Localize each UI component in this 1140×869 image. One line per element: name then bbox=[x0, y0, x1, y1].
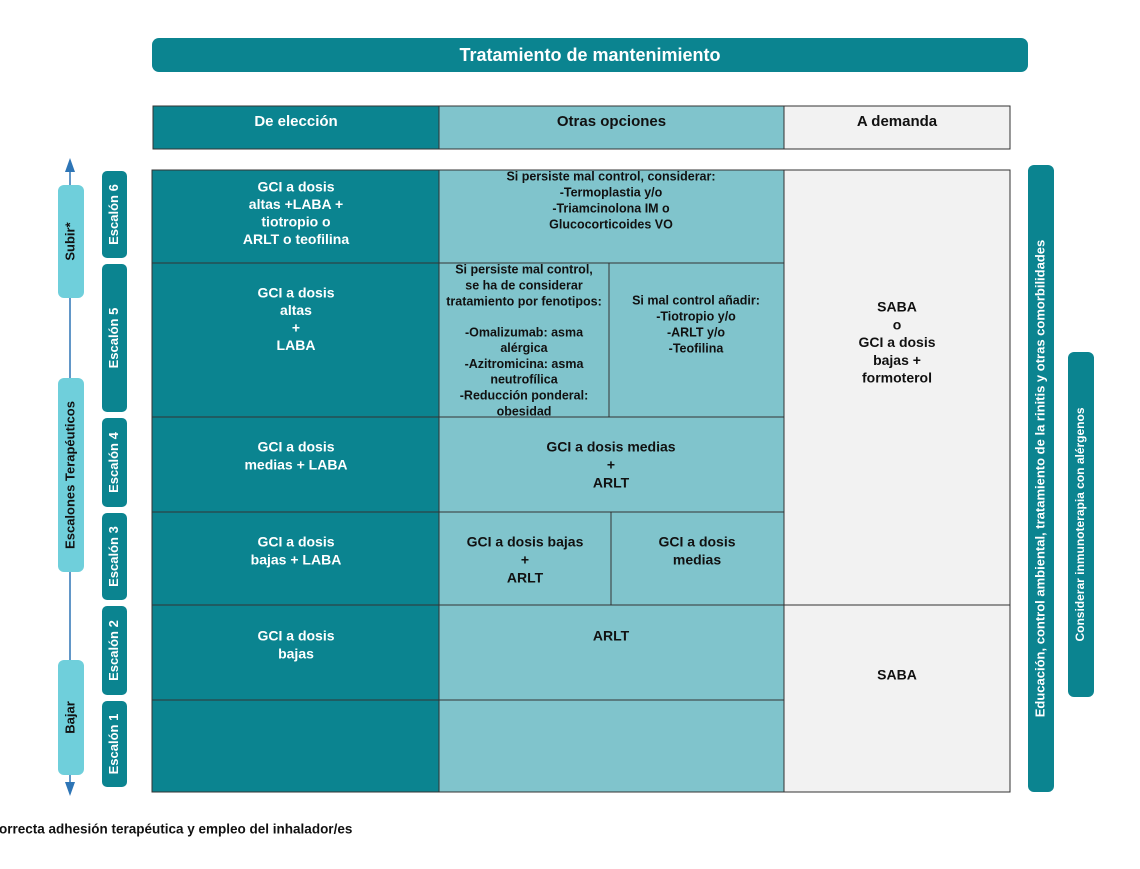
cell-text: ARLT bbox=[593, 475, 630, 491]
header-label: Otras opciones bbox=[557, 113, 666, 130]
cell bbox=[438, 511, 612, 606]
step-label: Escalón 6 bbox=[106, 184, 121, 245]
footnote: *Tras confirmar la correcta adhesión ter… bbox=[0, 822, 352, 837]
cell-text: -Omalizumab: asma bbox=[465, 325, 584, 339]
cell bbox=[438, 262, 610, 418]
cell bbox=[151, 169, 440, 264]
cell-text: -Azitromicina: asma bbox=[465, 357, 585, 371]
cell bbox=[438, 169, 785, 264]
cell-text: -Tiotropio y/o bbox=[656, 309, 736, 323]
cell bbox=[438, 604, 785, 701]
cell bbox=[783, 604, 1011, 793]
cell-text: -Termoplastia y/o bbox=[560, 185, 663, 199]
arrow-up bbox=[65, 158, 75, 172]
cell-text: tratamiento por fenotipos: bbox=[446, 294, 602, 308]
side-pill bbox=[1068, 352, 1094, 697]
side-label: Subir* bbox=[62, 221, 77, 260]
side-right-label: Considerar inmunoterapia con alérgenos bbox=[1073, 407, 1087, 641]
content: De elección Otras opciones A demanda GCI a … bbox=[0, 105, 1094, 837]
cell-text: alérgica bbox=[500, 341, 548, 355]
cell bbox=[151, 604, 440, 701]
cell bbox=[608, 262, 785, 418]
cell-text: + bbox=[607, 457, 615, 473]
cell-text: formoterol bbox=[862, 370, 932, 386]
step-pill bbox=[102, 171, 127, 258]
step-pill bbox=[102, 418, 127, 507]
cell-text: GCI a dosis bbox=[257, 179, 334, 195]
header-cell bbox=[438, 105, 785, 150]
cell-text: + bbox=[521, 552, 529, 568]
cell-text: GCI a dosis medias bbox=[546, 439, 675, 455]
cell bbox=[438, 416, 785, 513]
header-cell bbox=[152, 105, 440, 150]
cell bbox=[151, 416, 440, 513]
arrow-down bbox=[65, 782, 75, 796]
side-right-label: Educación, control ambiental, tratamient… bbox=[1032, 240, 1047, 718]
step-label: Escalón 4 bbox=[106, 431, 121, 492]
side-pill bbox=[58, 185, 84, 298]
cell-text: SABA bbox=[877, 667, 917, 683]
cell-text: GCI a dosis bbox=[858, 334, 935, 350]
cell-text: LABA bbox=[277, 337, 316, 353]
cell-text: bajas bbox=[278, 646, 314, 662]
step-label: Escalón 5 bbox=[106, 308, 121, 369]
cell-text: Si persiste mal control, bbox=[455, 262, 593, 276]
cell bbox=[151, 262, 440, 418]
side-pill bbox=[1028, 165, 1054, 792]
cell-text: -Triamcinolona IM o bbox=[552, 201, 670, 215]
cell-text: ARLT o teofilina bbox=[243, 231, 349, 247]
title-bar bbox=[152, 38, 1028, 72]
step-pill bbox=[102, 264, 127, 412]
cell-text: ARLT bbox=[507, 570, 544, 586]
step-label: Escalón 3 bbox=[106, 526, 121, 587]
cell-text: GCI a dosis bbox=[257, 285, 334, 301]
step-pill bbox=[102, 606, 127, 695]
step-pill bbox=[102, 513, 127, 600]
cell-text: ARLT bbox=[593, 628, 630, 644]
cell-text: GCI a dosis bajas bbox=[467, 534, 584, 550]
cell-text: se ha de considerar bbox=[465, 278, 583, 292]
step-label: Escalón 2 bbox=[106, 620, 121, 681]
cell bbox=[783, 169, 1011, 606]
header-cell bbox=[783, 105, 1011, 150]
cell-text: + bbox=[292, 320, 300, 336]
cell-text: medias + LABA bbox=[244, 457, 347, 473]
cell-text: Glucocorticoides VO bbox=[549, 217, 673, 231]
cell-text: obesidad bbox=[497, 404, 552, 418]
cell-text: -Reducción ponderal: bbox=[460, 388, 588, 402]
cell-text: GCI a dosis bbox=[257, 534, 334, 550]
step-pill bbox=[102, 701, 127, 787]
cell-text: o bbox=[893, 316, 902, 332]
cell-text: bajas + bbox=[873, 352, 921, 368]
cell-text: bajas + LABA bbox=[251, 552, 342, 568]
step-label: Escalón 1 bbox=[106, 714, 121, 775]
cell bbox=[438, 699, 785, 793]
cell-text: SABA bbox=[877, 299, 917, 315]
cell-text: Si mal control añadir: bbox=[632, 293, 760, 307]
cell-text: altas +LABA + bbox=[249, 196, 343, 212]
side-pill bbox=[58, 378, 84, 572]
cell-text: GCI a dosis bbox=[257, 628, 334, 644]
header-label: De elección bbox=[254, 113, 337, 130]
side-label: Escalones Terapéuticos bbox=[62, 401, 77, 549]
side-pill bbox=[58, 660, 84, 775]
cell-text: altas bbox=[280, 302, 312, 318]
cell-text: GCI a dosis bbox=[658, 534, 735, 550]
cell-text: tiotropio o bbox=[261, 214, 330, 230]
title: Tratamiento de mantenimiento bbox=[459, 45, 720, 65]
cell bbox=[151, 511, 440, 606]
header-label: A demanda bbox=[857, 113, 938, 130]
cell bbox=[610, 511, 785, 606]
cell-text: GCI a dosis bbox=[257, 439, 334, 455]
cell-text: neutrofílica bbox=[490, 373, 558, 387]
cell bbox=[151, 699, 440, 793]
cell-text: -ARLT y/o bbox=[667, 325, 725, 339]
cell-text: Si persiste mal control, considerar: bbox=[506, 169, 715, 183]
cell-text: -Teofilina bbox=[669, 341, 725, 355]
cell-text: medias bbox=[673, 552, 721, 568]
side-label: Bajar bbox=[62, 701, 77, 734]
